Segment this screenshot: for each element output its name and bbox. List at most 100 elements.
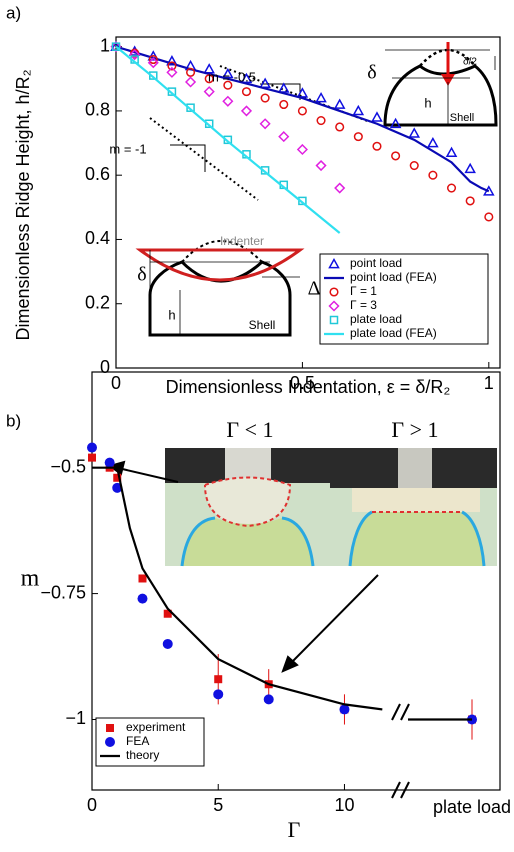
legend-swatch [105, 737, 115, 747]
panel-label: a) [6, 3, 21, 22]
marker [222, 67, 234, 79]
panel-label: b) [6, 411, 21, 430]
marker [148, 54, 158, 65]
legend-swatch [106, 724, 114, 732]
marker [391, 151, 401, 161]
y-tick-label: 0 [100, 357, 110, 377]
marker [223, 80, 233, 90]
legend-label: Γ = 3 [350, 298, 377, 312]
axes-box [115, 36, 501, 369]
marker [296, 87, 309, 98]
x-tick-label: 0 [111, 373, 121, 393]
slope-guides [149, 65, 371, 201]
annotation: m = -0.5 [208, 69, 256, 84]
legend-label: point load (FEA) [350, 270, 437, 284]
x-axis-label: Γ [288, 817, 301, 842]
x-tick-label: 10 [334, 795, 354, 815]
marker [278, 131, 290, 143]
marker [464, 162, 476, 174]
marker [465, 196, 475, 206]
marker [167, 61, 177, 71]
marker [113, 473, 122, 482]
marker [316, 116, 326, 126]
marker [315, 159, 327, 172]
photo-inset [165, 448, 497, 567]
legend-label: Γ = 1 [350, 284, 377, 298]
marker [260, 93, 270, 103]
marker [296, 143, 308, 156]
y-tick-label: 0.4 [85, 228, 110, 248]
marker [371, 111, 383, 122]
marker [297, 106, 307, 116]
marker [203, 86, 215, 98]
y-axis-label: Dimensionless Ridge Height, h/R₂ [13, 69, 33, 340]
marker [185, 76, 197, 88]
annotation: δ/2 [463, 57, 477, 68]
y-tick-label: 1 [100, 35, 110, 55]
marker [427, 137, 439, 148]
legend-label: experiment [126, 720, 186, 734]
marker [352, 104, 365, 116]
marker [129, 49, 141, 61]
line [115, 45, 341, 234]
legend-label: point load [350, 256, 402, 270]
axes-box [91, 371, 501, 791]
marker [446, 183, 457, 193]
x-tick-label: 0.5 [290, 373, 315, 393]
legend-swatch [328, 257, 340, 269]
x-tick-label: 0 [87, 795, 97, 815]
legend-label: plate load (FEA) [350, 326, 437, 340]
annotation: h [424, 95, 431, 110]
line [92, 466, 383, 711]
annotation: δ [137, 264, 146, 286]
marker [408, 127, 421, 138]
y-axis-label: m [21, 566, 40, 592]
marker [166, 66, 178, 78]
annotation: Shell [249, 318, 276, 332]
photo-label: Γ > 1 [391, 417, 438, 442]
legend-swatch [328, 300, 340, 312]
marker [315, 92, 327, 103]
legend-label: theory [126, 748, 159, 762]
x-tick-label: 1 [484, 373, 494, 393]
legend-swatch [329, 315, 339, 325]
y-tick-label: 0.2 [85, 292, 110, 312]
marker [104, 457, 115, 468]
marker [428, 170, 438, 180]
axis-break [391, 703, 410, 799]
arrow [107, 460, 379, 673]
marker [204, 74, 214, 84]
legend-label: FEA [126, 734, 149, 748]
marker [339, 704, 350, 715]
annotation: m = -1 [109, 141, 146, 156]
marker [203, 63, 215, 74]
x-tick-label: plate load [433, 797, 511, 817]
marker [87, 442, 97, 453]
x-tick-label: 5 [213, 795, 223, 815]
marker [240, 72, 253, 84]
y-tick-label: −0.5 [50, 456, 86, 476]
shell-diagram [383, 42, 498, 127]
marker [484, 212, 494, 222]
marker [389, 117, 402, 129]
marker [163, 609, 172, 618]
annotation: Indenter [220, 234, 264, 248]
marker [138, 574, 147, 583]
legend-label: plate load [350, 312, 402, 326]
photo-label: Γ < 1 [226, 417, 273, 442]
y-tick-label: 0.6 [85, 164, 110, 184]
marker [147, 57, 159, 69]
marker [186, 67, 196, 77]
x-axis-label: Dimensionless Indentation, ε = δ/R₂ [166, 377, 451, 397]
marker [222, 95, 234, 107]
marker [334, 182, 346, 194]
marker [409, 160, 419, 171]
shell-diagram [135, 240, 305, 337]
marker [333, 98, 346, 109]
marker [259, 77, 271, 88]
y-tick-label: −1 [65, 708, 86, 728]
marker [112, 482, 123, 493]
